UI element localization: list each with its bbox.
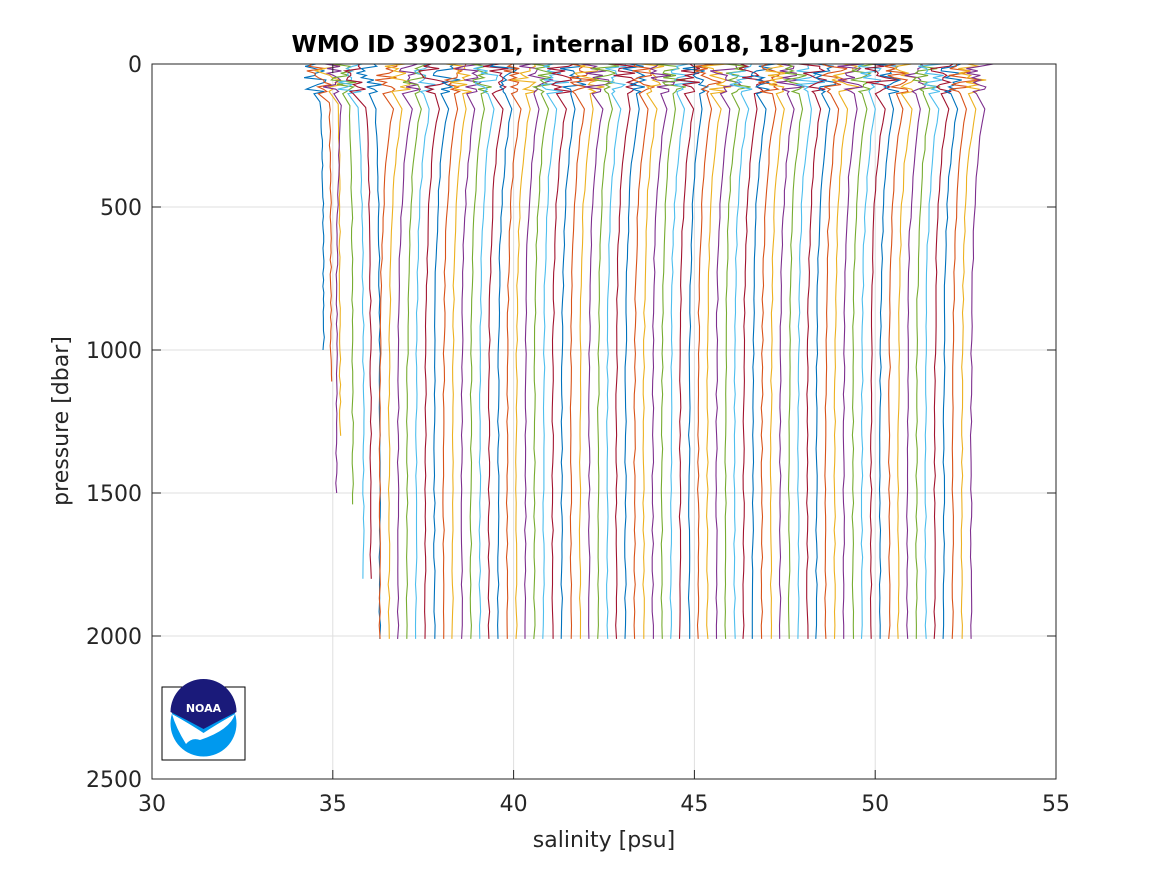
logo-wave (172, 714, 235, 744)
profile-line (631, 63, 655, 639)
profile-line (758, 63, 781, 639)
profile-line (469, 63, 492, 639)
profile-line (676, 63, 700, 639)
profile-line (750, 63, 776, 639)
x-tick-label: 35 (319, 792, 347, 817)
logo-text: NOAA (186, 702, 222, 715)
profile-line (540, 63, 570, 639)
logo-bird (170, 679, 237, 729)
profile-line (455, 63, 483, 639)
profile-line (738, 63, 765, 639)
axis-ticks (151, 63, 1057, 780)
chart-title: WMO ID 3902301, internal ID 6018, 18-Jun… (291, 32, 914, 58)
profile-line (918, 63, 944, 639)
profile-line (591, 63, 620, 639)
noaa-logo: NOAA (161, 679, 246, 761)
profile-line (442, 63, 467, 639)
x-tick-label: 30 (138, 792, 166, 817)
profile-line (503, 63, 522, 639)
profile-line (396, 63, 421, 639)
profile-line (966, 63, 994, 639)
profile-line (857, 63, 882, 639)
profile-line (530, 63, 554, 639)
profile-line (765, 63, 789, 639)
profile-line (724, 63, 751, 639)
profile-line (884, 63, 909, 639)
profile-line (864, 63, 899, 639)
profile-line (445, 63, 472, 639)
x-tick-label: 40 (500, 792, 528, 817)
profile-line (940, 63, 962, 639)
profile-line (776, 63, 805, 639)
profile-line (850, 63, 876, 639)
plot-frame (151, 63, 1057, 780)
plot-series (303, 63, 994, 639)
profile-line (795, 63, 825, 639)
y-tick-label: 500 (100, 196, 142, 221)
profile-line (323, 63, 342, 494)
profile-line (820, 63, 848, 639)
profile-line (904, 63, 926, 639)
y-axis-label: pressure [dbar] (49, 336, 74, 506)
profile-line (948, 63, 979, 639)
x-tick-labels: 30 35 40 45 50 55 (138, 792, 1070, 817)
profile-line (473, 63, 499, 639)
profile-line (648, 63, 676, 639)
profile-line (640, 63, 665, 639)
profile-line (374, 64, 398, 639)
profile-line (573, 63, 605, 639)
profile-line (610, 63, 637, 639)
profile-line (669, 63, 696, 639)
profile-line (701, 63, 732, 639)
profile-line (580, 63, 610, 639)
profile-line (330, 63, 357, 505)
profile-line (547, 63, 575, 639)
profile-line (652, 63, 686, 639)
profile-line (694, 63, 722, 639)
profile-line (798, 63, 827, 639)
y-tick-label: 0 (128, 53, 142, 78)
profile-line (682, 63, 711, 639)
profile-line (837, 63, 865, 639)
profile-line (894, 63, 917, 639)
profile-line (482, 63, 509, 639)
profile-line (402, 63, 428, 639)
y-tick-label: 1500 (86, 482, 142, 507)
profile-line (728, 63, 753, 639)
profile-line (710, 63, 742, 639)
profile-line (560, 63, 587, 639)
profile-line (930, 63, 954, 639)
profile-line (813, 63, 837, 639)
profile-line (568, 63, 596, 639)
profile-line (605, 63, 627, 639)
y-tick-labels: 0 500 1000 1500 2000 2500 (86, 53, 142, 793)
profile-line (432, 63, 461, 639)
y-tick-label: 2000 (86, 625, 142, 650)
profile-line (418, 63, 449, 639)
profile-line (831, 63, 860, 639)
profile-line (356, 63, 383, 639)
x-axis-label: salinity [psu] (533, 828, 675, 853)
x-tick-label: 55 (1042, 792, 1070, 817)
y-tick-label: 1000 (86, 339, 142, 364)
y-tick-label: 2500 (86, 768, 142, 793)
profile-line (872, 63, 902, 639)
profile-line (303, 63, 327, 351)
profile-line (306, 63, 333, 382)
profile-line (342, 63, 372, 579)
profile-line (958, 63, 987, 639)
profile-line (510, 63, 537, 639)
x-tick-label: 45 (680, 792, 708, 817)
profile-line (622, 63, 648, 639)
profile-line (337, 63, 365, 579)
x-tick-label: 50 (861, 792, 889, 817)
profile-line (413, 63, 436, 639)
profile-line (489, 63, 520, 639)
profile-line (384, 63, 411, 639)
